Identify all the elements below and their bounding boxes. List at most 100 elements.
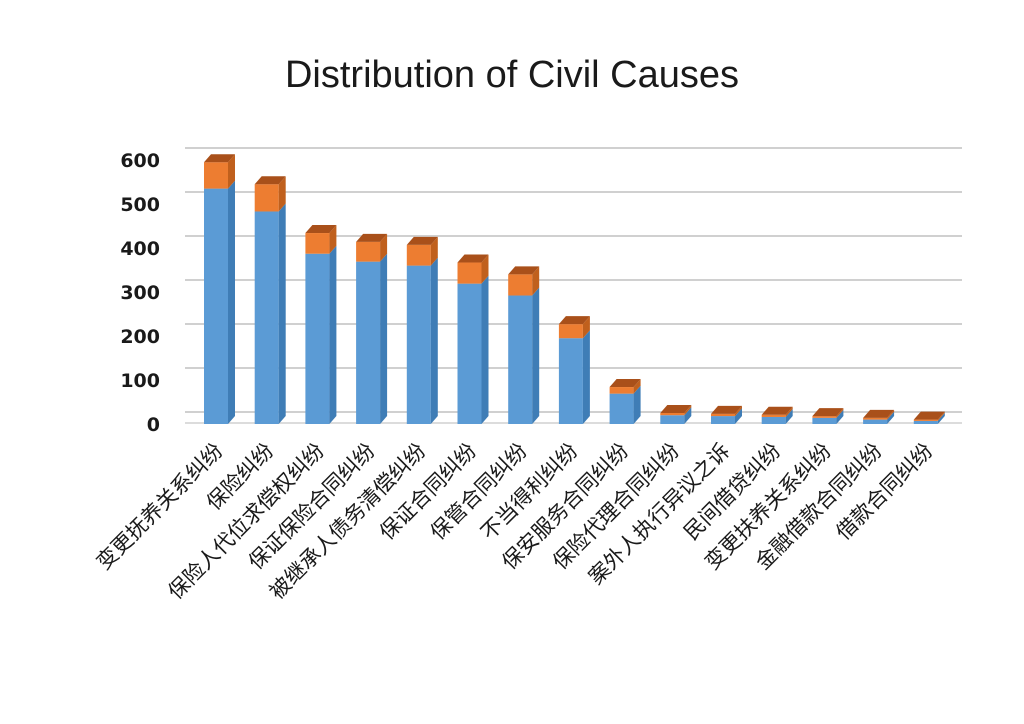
bar-front [356,261,381,424]
bar-front [863,417,888,420]
y-tick-label: 0 [147,414,160,436]
bar-front [761,416,786,424]
bar-segment-lower [761,408,793,424]
bar-segment-upper [508,266,540,296]
bar-side [836,408,844,418]
y-tick-label: 500 [120,194,160,216]
bar-segment-upper [558,316,590,339]
bar-top [508,266,540,275]
bar-front [711,416,735,424]
bar-segment-upper [913,411,945,421]
bar-side [785,406,793,417]
bar-side [937,411,945,421]
bar-front [863,419,888,424]
bar-front [406,244,431,266]
y-tick-label: 100 [120,370,160,392]
bar-side [278,203,286,424]
y-tick-label: 400 [120,238,160,260]
bar-top [609,379,641,388]
bar-side [582,316,590,339]
bar-top [812,408,844,417]
bar-top [558,316,590,325]
bar-top [913,411,945,420]
y-axis-ticks: 0 100 200 300 400 500 600 [120,150,160,436]
bar-segment-lower [660,407,692,424]
bar-front [711,413,735,417]
bar-segment-upper [254,176,286,212]
y-tick-label: 300 [120,282,160,304]
bar-side [329,225,337,254]
bar-side [735,405,742,417]
bar-side [684,407,692,424]
bar-front [812,416,837,418]
bar-side [582,330,590,424]
bar-top [254,176,286,185]
bar-top [406,236,438,245]
bar-front [609,393,634,424]
bar-front [356,241,381,262]
bar-segment-lower [457,275,489,424]
bar-side [633,385,641,424]
bar-front [761,414,786,417]
bar-side [430,257,438,424]
bar-side [633,379,641,394]
bar-side [481,254,489,284]
bar-top [711,405,742,414]
bar-segment-upper [812,408,844,418]
bar-top [204,154,235,163]
bar-front [660,415,685,424]
bar-segment-upper [356,233,388,262]
bar-segment-lower [254,203,286,424]
bar-top [863,409,895,418]
bar-side [481,275,489,424]
bar-front [406,265,431,424]
bar-segment-lower [711,408,742,424]
bar-segment-upper [609,379,641,394]
bar-side [937,412,945,424]
bar-side [532,266,540,296]
bar-front [913,420,938,424]
bar-front [254,184,279,212]
bar-segment-lower [863,411,895,424]
bar-segment-upper [863,409,895,420]
x-axis-ticks: 变更抚养关系纠纷保险纠纷保险人代位求偿权纠纷保证保险合同纠纷被继承人债务清偿纠纷… [92,439,938,604]
bar-segment-lower [609,385,641,424]
bar-segment-lower [558,330,590,424]
bar-segment-upper [457,254,489,284]
bar-front [558,338,583,424]
bar-side [785,408,793,424]
bar-segment-lower [356,253,388,424]
bar-front [508,295,533,424]
bar-segment-lower [812,409,844,424]
bar-front [204,188,228,424]
bar-segment-lower [913,412,945,424]
bar-front [457,283,482,424]
bar-front [913,419,938,421]
bar-side [735,408,742,424]
bar-front [254,211,279,424]
bar-segment-upper [204,154,235,189]
bars [204,154,945,424]
bar-front [558,324,583,339]
bar-side [228,180,235,424]
bar-top [761,406,793,415]
y-tick-label: 200 [120,326,160,348]
bar-front [812,417,837,424]
bar-segment-lower [406,257,438,424]
bar-segment-lower [508,287,540,424]
bar-side [430,236,438,266]
bar-side [329,245,337,424]
bar-segment-upper [406,236,438,266]
bar-side [684,405,692,416]
bar-front [204,162,228,189]
bar-side [380,233,388,262]
bar-side [532,287,540,424]
bar-segment-lower [204,180,235,424]
bar-segment-upper [711,405,742,417]
bar-front [305,233,330,254]
bar-top [305,225,337,234]
bar-side [836,409,844,424]
bar-segment-upper [761,406,793,417]
chart-title: Distribution of Civil Causes [284,54,740,96]
